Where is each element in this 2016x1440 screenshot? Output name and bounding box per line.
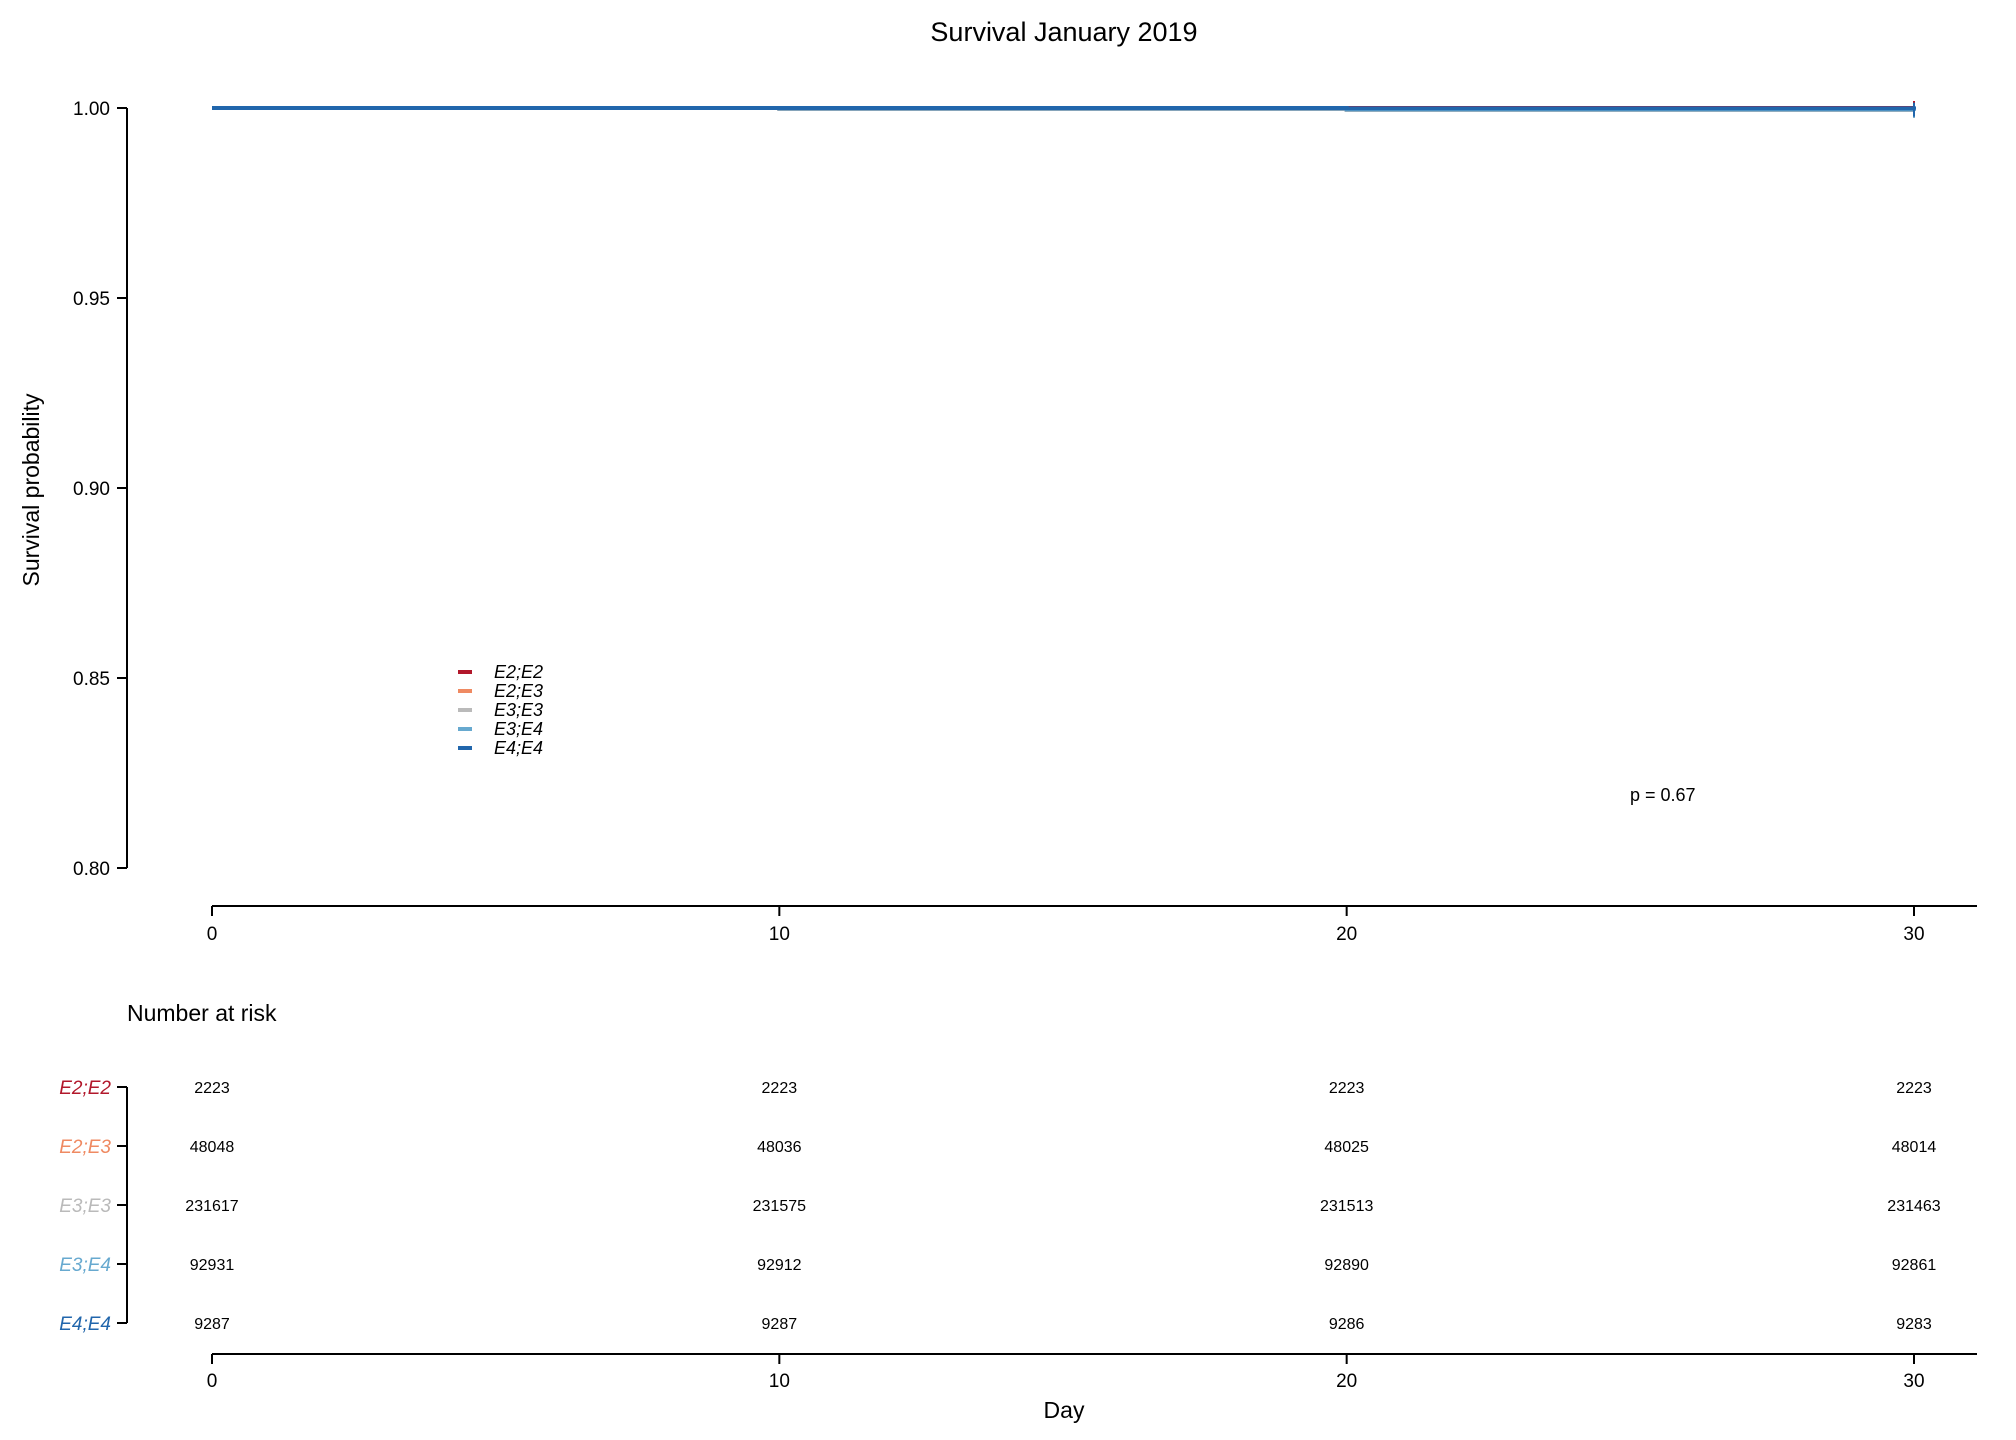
x-tick-label: 30: [1903, 924, 1924, 945]
risk-table-title: Number at risk: [127, 1000, 277, 1026]
p-value: p = 0.67: [1630, 785, 1696, 805]
risk-cell: 9287: [194, 1316, 230, 1333]
risk-cell: 92912: [757, 1257, 802, 1274]
risk-cell: 231617: [185, 1198, 238, 1215]
series-lines: [212, 101, 1916, 118]
risk-x-tick-label: 0: [207, 1371, 218, 1392]
risk-cell: 92931: [190, 1257, 235, 1274]
risk-cell: 231575: [753, 1198, 806, 1215]
risk-x-tick-label: 30: [1903, 1371, 1924, 1392]
risk-cell: 92861: [1892, 1257, 1937, 1274]
risk-cell: 2223: [194, 1080, 230, 1097]
risk-cell: 2223: [1329, 1080, 1365, 1097]
risk-cell: 2223: [762, 1080, 798, 1097]
y-axis: 0.80 0.85 0.90 0.95 1.00: [73, 99, 128, 880]
y-tick-label: 0.85: [73, 669, 110, 690]
risk-cell: 9287: [762, 1316, 798, 1333]
x-tick-label: 20: [1336, 924, 1357, 945]
y-tick-label: 0.80: [73, 859, 110, 880]
legend-label: E3;E4: [494, 719, 543, 739]
x-tick-label: 10: [769, 924, 790, 945]
risk-cell: 48048: [190, 1139, 235, 1156]
risk-cell: 2223: [1896, 1080, 1932, 1097]
series-line-4: [212, 106, 1916, 111]
y-tick-label: 1.00: [73, 99, 110, 120]
y-axis-label: Survival probability: [18, 393, 44, 587]
chart-title: Survival January 2019: [930, 17, 1197, 47]
legend-label: E3;E3: [494, 700, 543, 720]
risk-table: E2;E2 2223 2223 2223 2223 E2;E3 48048 48036 4802…: [59, 1078, 1941, 1335]
risk-x-tick-label: 20: [1336, 1371, 1357, 1392]
risk-cell: 48036: [757, 1139, 802, 1156]
risk-cell: 231463: [1887, 1198, 1940, 1215]
y-tick-label: 0.95: [73, 289, 110, 310]
risk-x-tick-label: 10: [769, 1371, 790, 1392]
risk-group-label: E3;E3: [59, 1196, 111, 1217]
risk-cell: 48025: [1324, 1139, 1369, 1156]
risk-cell: 231513: [1320, 1198, 1373, 1215]
x-tick-label: 0: [207, 924, 218, 945]
risk-cell: 9283: [1896, 1316, 1932, 1333]
x-axis: 0 10 20 30: [207, 905, 1977, 945]
risk-group-label: E3;E4: [59, 1255, 111, 1276]
risk-group-label: E2;E2: [59, 1078, 111, 1099]
risk-cell: 48014: [1892, 1139, 1937, 1156]
x-axis-label: Day: [1044, 1397, 1085, 1423]
risk-cell: 92890: [1324, 1257, 1369, 1274]
risk-group-label: E2;E3: [59, 1137, 111, 1158]
risk-cell: 9286: [1329, 1316, 1365, 1333]
legend-label: E4;E4: [494, 738, 543, 758]
risk-x-axis: 0 10 20 30: [207, 1353, 1977, 1392]
y-tick-label: 0.90: [73, 479, 110, 500]
legend-label: E2;E2: [494, 662, 543, 682]
legend-label: E2;E3: [494, 681, 543, 701]
risk-group-label: E4;E4: [59, 1314, 111, 1335]
